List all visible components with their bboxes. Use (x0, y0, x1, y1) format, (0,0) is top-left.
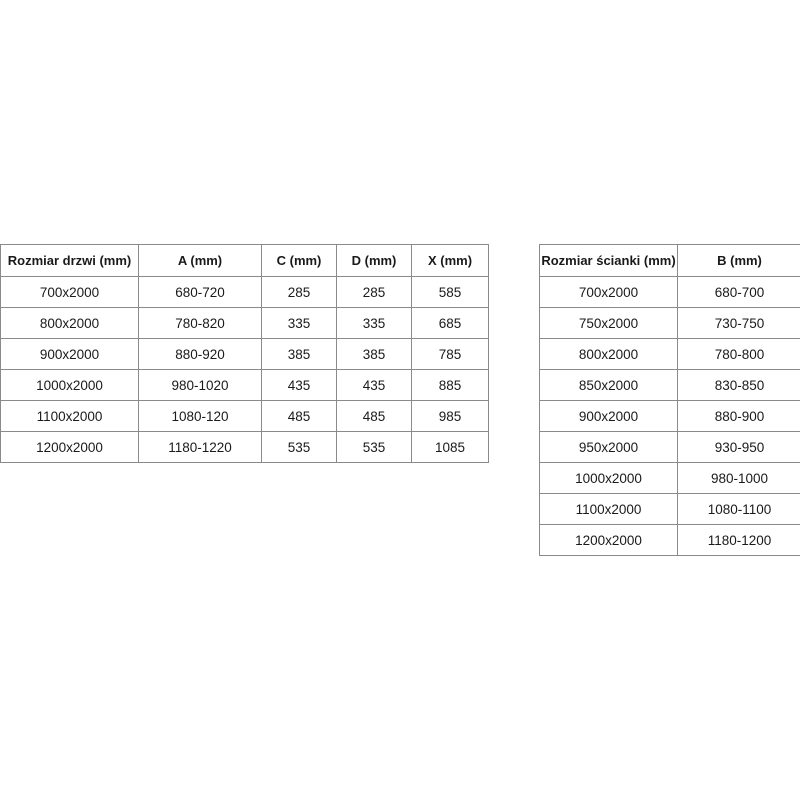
table-cell: 700x2000 (0, 276, 139, 308)
column-header: X (mm) (411, 244, 489, 277)
table-cell: 950x2000 (539, 431, 678, 463)
table-cell: 1000x2000 (539, 462, 678, 494)
table-cell: 880-900 (677, 400, 800, 432)
table-cell: 535 (336, 431, 412, 463)
table-cell: 800x2000 (539, 338, 678, 370)
column-header: A (mm) (138, 244, 262, 277)
table-cell: 800x2000 (0, 307, 139, 339)
table-row: 1100x2000 1080-120 485 485 985 (0, 400, 489, 432)
table-cell: 1000x2000 (0, 369, 139, 401)
table-cell: 385 (261, 338, 337, 370)
table-cell: 680-700 (677, 276, 800, 308)
column-header: B (mm) (677, 244, 800, 277)
table-cell: 830-850 (677, 369, 800, 401)
table-cell: 1180-1220 (138, 431, 262, 463)
table-row: 1100x2000 1080-1100 (539, 493, 800, 525)
table-cell: 1100x2000 (539, 493, 678, 525)
table-row: 1000x2000 980-1020 435 435 885 (0, 369, 489, 401)
table-cell: 335 (336, 307, 412, 339)
table-cell: 980-1020 (138, 369, 262, 401)
table-cell: 980-1000 (677, 462, 800, 494)
table-row: 950x2000 930-950 (539, 431, 800, 463)
table-cell: 680-720 (138, 276, 262, 308)
table-cell: 985 (411, 400, 489, 432)
table-cell: 1100x2000 (0, 400, 139, 432)
table-row: 800x2000 780-820 335 335 685 (0, 307, 489, 339)
table-row: 700x2000 680-700 (539, 276, 800, 308)
column-header: C (mm) (261, 244, 337, 277)
table-cell: 750x2000 (539, 307, 678, 339)
table-cell: 850x2000 (539, 369, 678, 401)
table-cell: 700x2000 (539, 276, 678, 308)
table-cell: 900x2000 (0, 338, 139, 370)
table-row: 700x2000 680-720 285 285 585 (0, 276, 489, 308)
column-header: D (mm) (336, 244, 412, 277)
table-cell: 385 (336, 338, 412, 370)
table-cell: 1180-1200 (677, 524, 800, 556)
table-cell: 730-750 (677, 307, 800, 339)
table-cell: 285 (261, 276, 337, 308)
table-cell: 535 (261, 431, 337, 463)
table-cell: 585 (411, 276, 489, 308)
table-cell: 685 (411, 307, 489, 339)
table-cell: 1080-120 (138, 400, 262, 432)
table-cell: 285 (336, 276, 412, 308)
table-cell: 900x2000 (539, 400, 678, 432)
table-cell: 885 (411, 369, 489, 401)
table-row: 1200x2000 1180-1220 535 535 1085 (0, 431, 489, 463)
column-header: Rozmiar ścianki (mm) (539, 244, 678, 277)
table-row: 850x2000 830-850 (539, 369, 800, 401)
table-row: 1000x2000 980-1000 (539, 462, 800, 494)
table-cell: 785 (411, 338, 489, 370)
table-row: 900x2000 880-900 (539, 400, 800, 432)
table-cell: 1080-1100 (677, 493, 800, 525)
table-cell: 485 (336, 400, 412, 432)
table-row: 1200x2000 1180-1200 (539, 524, 800, 556)
table-cell: 1085 (411, 431, 489, 463)
table-cell: 780-800 (677, 338, 800, 370)
table-cell: 485 (261, 400, 337, 432)
table-row: 800x2000 780-800 (539, 338, 800, 370)
table-header-row: Rozmiar ścianki (mm) B (mm) (539, 244, 800, 277)
door-size-table: Rozmiar drzwi (mm) A (mm) C (mm) D (mm) X (m… (0, 244, 489, 463)
table-cell: 335 (261, 307, 337, 339)
table-header-row: Rozmiar drzwi (mm) A (mm) C (mm) D (mm) X (m… (0, 244, 489, 277)
table-cell: 435 (336, 369, 412, 401)
table-row: 900x2000 880-920 385 385 785 (0, 338, 489, 370)
table-cell: 1200x2000 (539, 524, 678, 556)
wall-size-table: Rozmiar ścianki (mm) B (mm) 700x2000 680-7… (539, 244, 800, 556)
table-row: 750x2000 730-750 (539, 307, 800, 339)
table-cell: 930-950 (677, 431, 800, 463)
table-cell: 780-820 (138, 307, 262, 339)
column-header: Rozmiar drzwi (mm) (0, 244, 139, 277)
table-cell: 880-920 (138, 338, 262, 370)
table-cell: 1200x2000 (0, 431, 139, 463)
table-cell: 435 (261, 369, 337, 401)
